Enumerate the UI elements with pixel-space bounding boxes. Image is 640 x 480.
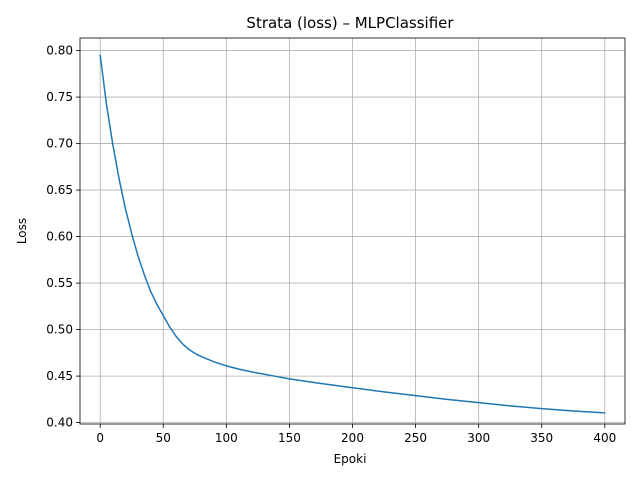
x-tick-label: 200 <box>341 431 364 445</box>
y-axis: 0.40 0.45 0.50 0.55 0.60 0.65 0.70 0.75 0.80 <box>46 44 80 430</box>
x-tick-label: 50 <box>156 431 171 445</box>
x-axis: 0 50 100 150 200 250 300 350 400 <box>96 424 616 445</box>
x-tick-label: 350 <box>530 431 553 445</box>
y-tick-label: 0.60 <box>46 230 73 244</box>
x-tick-label: 300 <box>467 431 490 445</box>
x-tick-label: 150 <box>278 431 301 445</box>
x-axis-label: Epoki <box>334 452 367 466</box>
x-tick-label: 0 <box>96 431 104 445</box>
y-tick-label: 0.75 <box>46 90 73 104</box>
y-tick-label: 0.65 <box>46 183 73 197</box>
loss-line <box>99 54 606 414</box>
x-tick-label: 400 <box>593 431 616 445</box>
y-axis-label: Loss <box>15 218 29 244</box>
y-tick-label: 0.55 <box>46 276 73 290</box>
series-group <box>99 54 606 414</box>
y-tick-label: 0.50 <box>46 323 73 337</box>
y-tick-label: 0.45 <box>46 369 73 383</box>
y-tick-label: 0.70 <box>46 137 73 151</box>
x-tick-label: 250 <box>404 431 427 445</box>
y-tick-label: 0.80 <box>46 44 73 58</box>
y-tick-label: 0.40 <box>46 416 73 430</box>
x-tick-label: 100 <box>215 431 238 445</box>
chart-title: Strata (loss) – MLPClassifier <box>246 14 454 32</box>
